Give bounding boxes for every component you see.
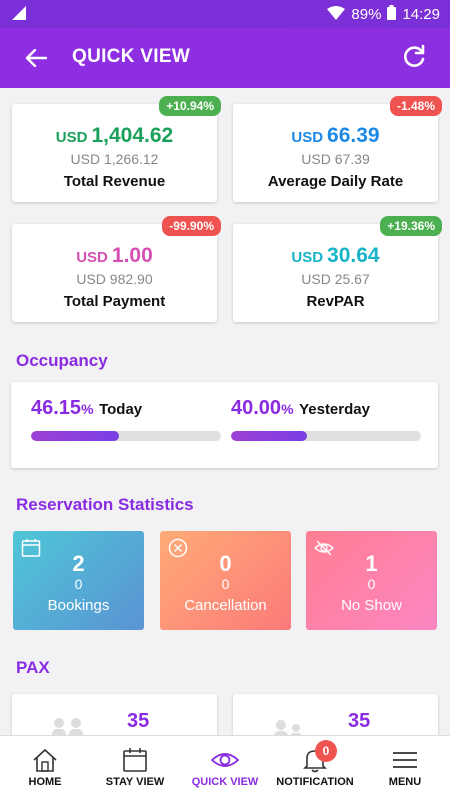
occupancy-today-value: 46.15 <box>31 397 82 419</box>
kpi-card-revpar[interactable]: +19.36% USD 30.64 USD 25.67 RevPAR <box>233 216 442 322</box>
kpi-card-total-revenue[interactable]: +10.94% USD 1,404.62 USD 1,266.12 Total R… <box>12 96 221 202</box>
notification-indicator-icon <box>12 6 26 24</box>
occupancy-card[interactable]: 46.15% Today 40.00% Yesterday <box>11 382 438 468</box>
tile-sub-count: 0 <box>221 576 230 592</box>
reservation-tile-no-show[interactable]: 1 0 No Show <box>306 531 437 630</box>
tile-label: No Show <box>341 597 402 614</box>
close-circle-icon <box>168 538 188 558</box>
occupancy-today-progress <box>31 431 221 441</box>
bottom-navigation: HOME STAY VIEW QUICK VIEW 0 NOTIFICATION… <box>0 735 450 800</box>
kpi-previous: USD 25.67 <box>301 271 370 287</box>
calendar-icon <box>21 539 41 557</box>
clock: 14:29 <box>402 6 440 23</box>
home-icon <box>31 746 59 774</box>
kpi-previous: USD 67.39 <box>301 151 370 167</box>
kpi-label: Total Revenue <box>63 173 166 190</box>
reservation-tile-cancellation[interactable]: 0 0 Cancellation <box>160 531 291 630</box>
nav-item-menu[interactable]: MENU <box>360 736 450 800</box>
tile-sub-count: 0 <box>74 576 83 592</box>
occupancy-yesterday-progress <box>231 431 421 441</box>
kpi-card-total-payment[interactable]: -99.90% USD 1.00 USD 982.90 Total Payment <box>12 216 221 322</box>
change-badge: +19.36% <box>380 216 442 236</box>
pax-value: 35 <box>348 710 371 732</box>
nav-item-stay-view[interactable]: STAY VIEW <box>90 736 180 800</box>
change-badge: -99.90% <box>162 216 221 236</box>
occupancy-today-label: Today <box>99 401 143 418</box>
nav-item-quick-view[interactable]: QUICK VIEW <box>180 736 270 800</box>
eye-off-icon <box>314 540 334 556</box>
nav-item-home[interactable]: HOME <box>0 736 90 800</box>
kpi-previous: USD 982.90 <box>76 271 153 287</box>
back-button[interactable] <box>20 42 52 74</box>
calendar-icon <box>121 746 149 774</box>
occupancy-section-title: Occupancy <box>16 351 108 370</box>
tile-label: Cancellation <box>184 597 267 614</box>
nav-item-notification[interactable]: 0 NOTIFICATION <box>270 736 360 800</box>
refresh-button[interactable] <box>398 41 430 73</box>
reservation-section-title: Reservation Statistics <box>16 495 194 514</box>
nav-label: MENU <box>388 776 422 788</box>
kpi-value: USD 30.64 <box>291 244 380 267</box>
kpi-label: RevPAR <box>306 293 365 310</box>
battery-level: 89% <box>351 6 382 23</box>
tile-sub-count: 0 <box>367 576 376 592</box>
kpi-label: Average Daily Rate <box>267 173 404 190</box>
nav-label: STAY VIEW <box>105 776 165 788</box>
notification-count-badge: 0 <box>315 740 337 762</box>
occupancy-yesterday-label: Yesterday <box>299 401 370 418</box>
kpi-previous: USD 1,266.12 <box>70 151 159 167</box>
kpi-label: Total Payment <box>63 293 166 310</box>
pax-section-title: PAX <box>16 658 50 677</box>
change-badge: +10.94% <box>159 96 221 116</box>
nav-label: QUICK VIEW <box>191 776 259 788</box>
tile-count: 2 <box>72 551 85 576</box>
kpi-card-average-daily-rate[interactable]: -1.48% USD 66.39 USD 67.39 Average Daily … <box>233 96 442 202</box>
kpi-value: USD 1,404.62 <box>55 124 174 147</box>
tile-count: 0 <box>219 551 232 576</box>
kpi-value: USD 66.39 <box>291 124 380 147</box>
menu-icon <box>391 746 419 774</box>
arrow-left-icon <box>25 49 47 67</box>
reservation-tile-bookings[interactable]: 2 0 Bookings <box>13 531 144 630</box>
battery-icon <box>387 5 397 24</box>
refresh-icon <box>404 44 425 67</box>
change-badge: -1.48% <box>389 96 442 116</box>
tile-label: Bookings <box>47 597 110 614</box>
occupancy-yesterday: 40.00% Yesterday <box>231 397 421 441</box>
tile-count: 1 <box>365 551 378 576</box>
app-bar: QUICK VIEW <box>0 28 450 88</box>
occupancy-today: 46.15% Today <box>31 397 221 441</box>
pax-value: 35 <box>127 710 150 732</box>
eye-icon <box>211 746 239 774</box>
status-bar: 89% 14:29 <box>0 0 450 28</box>
wifi-icon <box>327 5 346 24</box>
occupancy-yesterday-value: 40.00 <box>231 397 282 419</box>
nav-label: NOTIFICATION <box>276 776 354 788</box>
nav-label: HOME <box>28 776 62 788</box>
kpi-value: USD 1.00 <box>76 244 153 267</box>
page-title: QUICK VIEW <box>72 46 191 67</box>
